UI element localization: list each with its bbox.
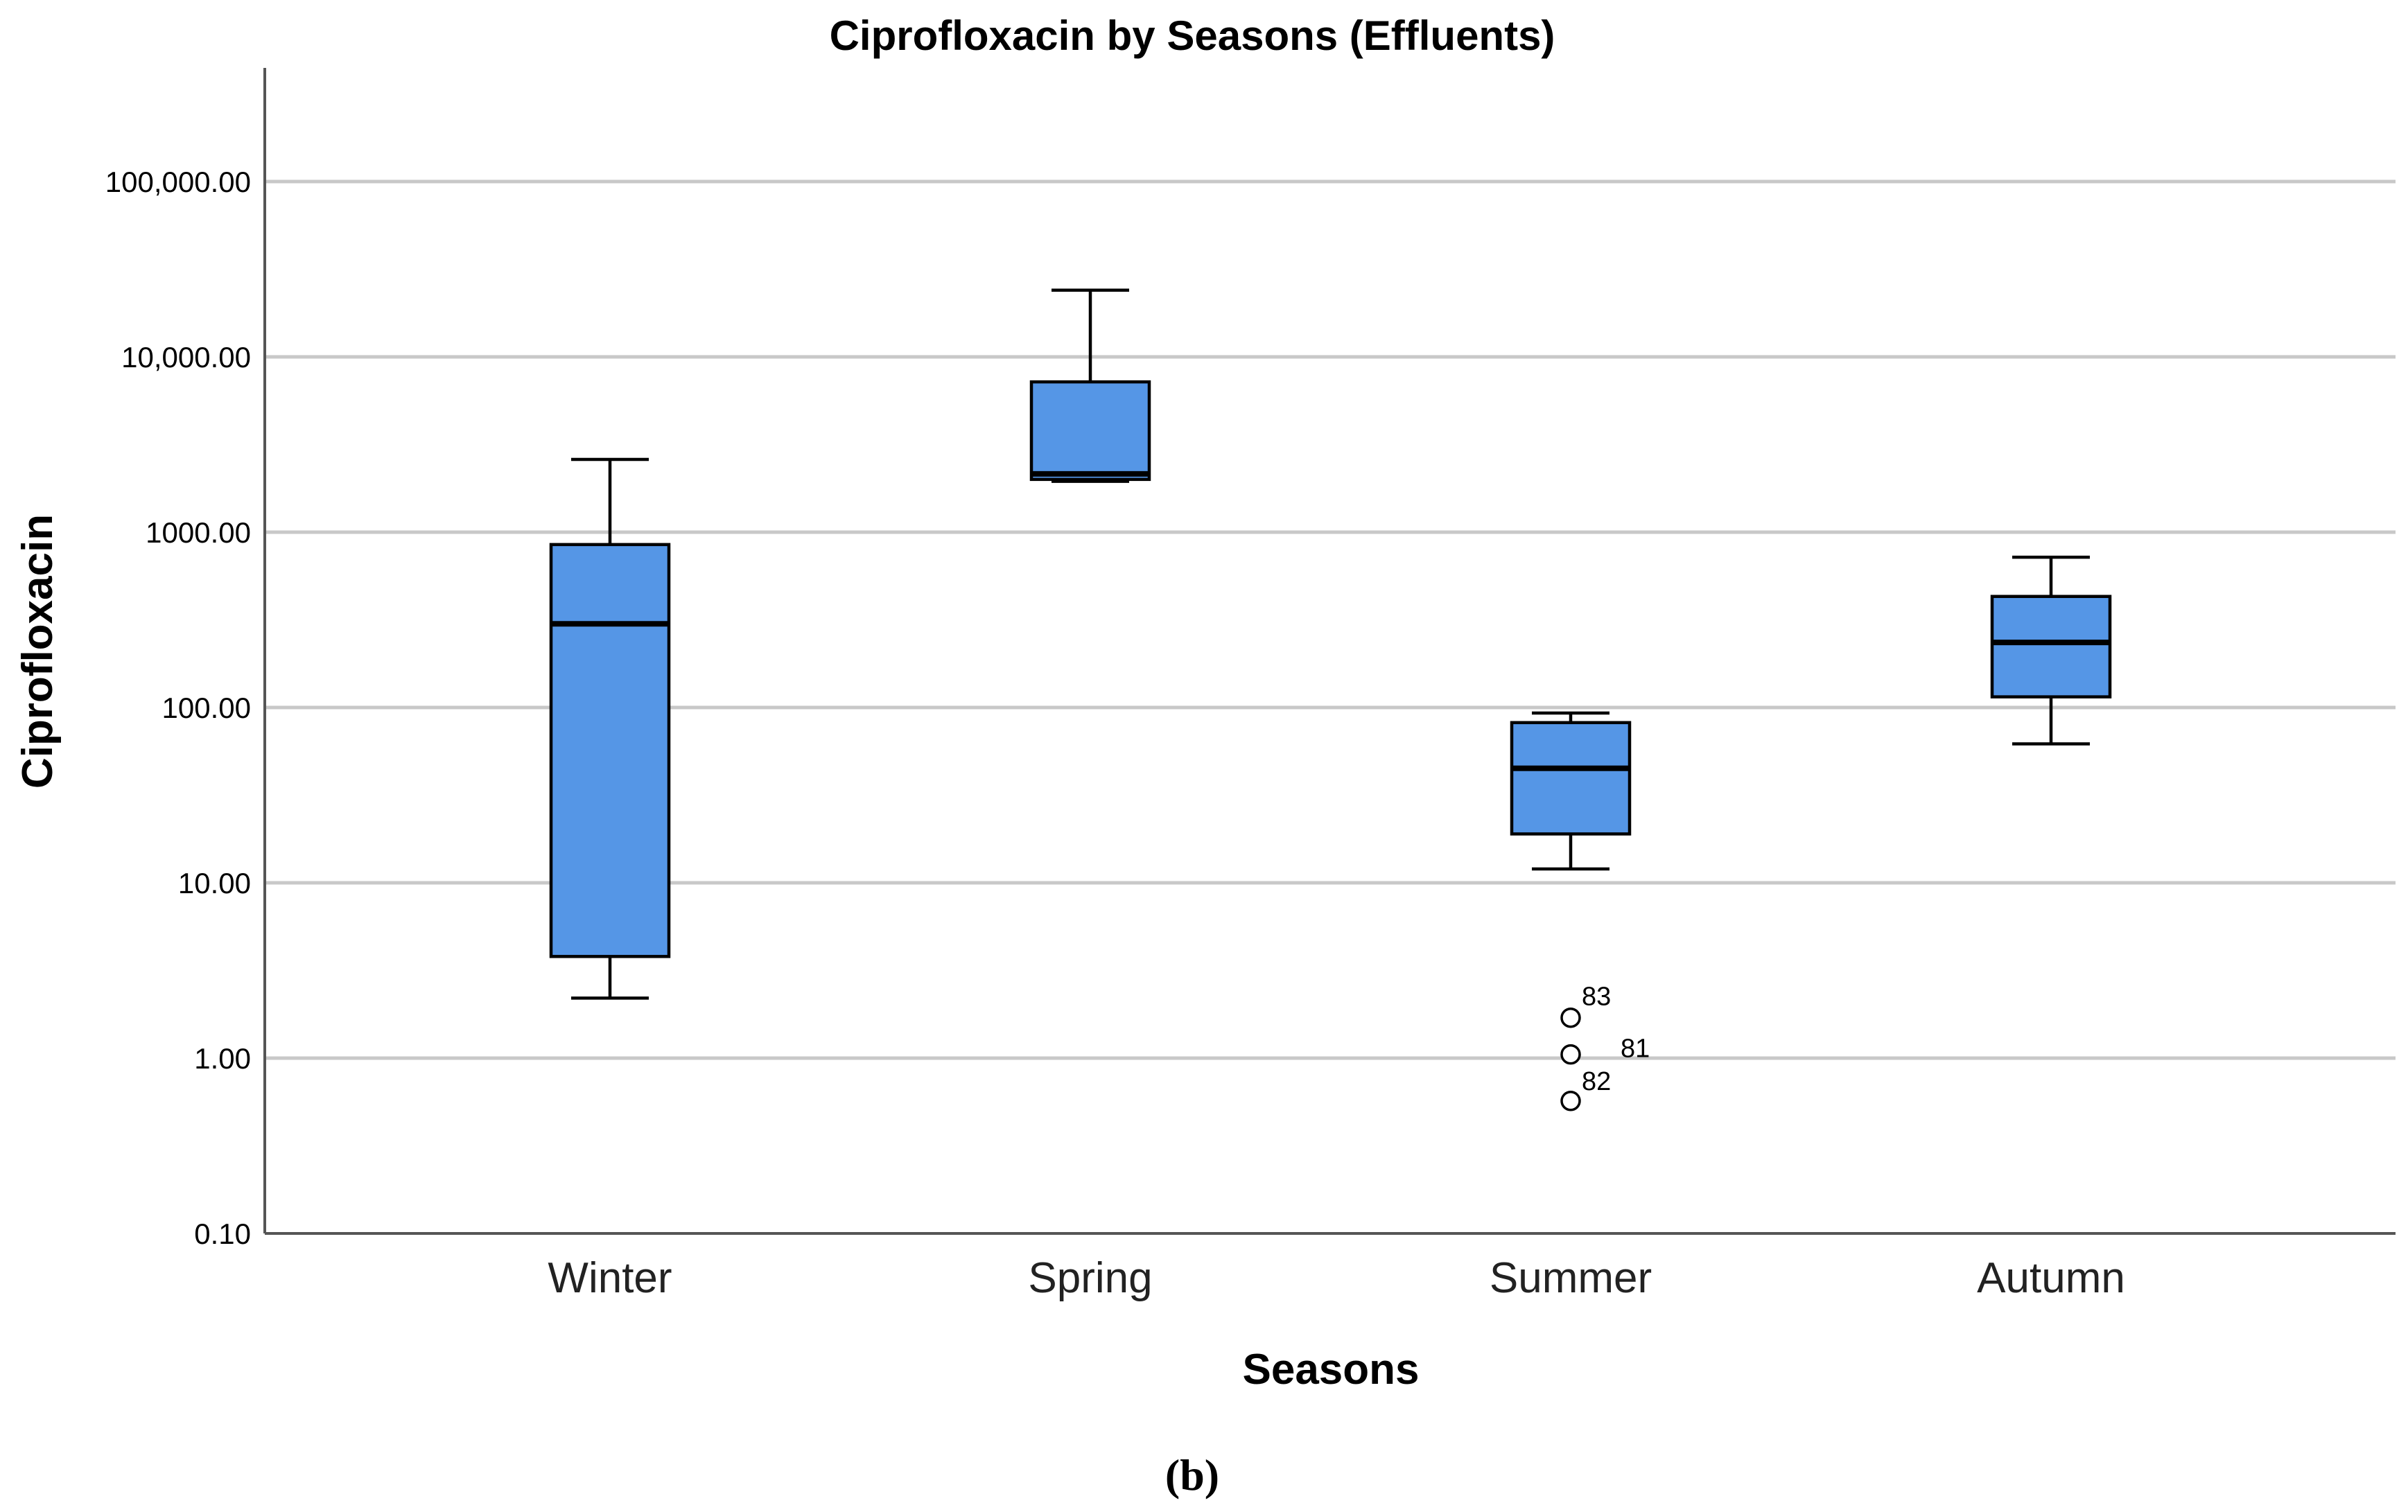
y-tick-label: 100.00 — [162, 692, 251, 724]
outlier-point — [1560, 1044, 1581, 1065]
x-tick-label: Winter — [548, 1254, 672, 1302]
panel-label: (b) — [1165, 1450, 1219, 1500]
box-summer: 83 81 82 — [1510, 711, 1650, 1111]
box-winter — [549, 457, 671, 1000]
outlier-label: 82 — [1582, 1067, 1611, 1096]
outlier-point — [1560, 1007, 1581, 1028]
y-tick-label: 0.10 — [194, 1217, 251, 1250]
y-tick-label: 100,000.00 — [105, 166, 251, 198]
x-tick-label: Autumn — [1977, 1254, 2125, 1302]
axes — [263, 68, 2396, 1235]
x-tick-labels: Winter Spring Summer Autumn — [548, 1254, 2125, 1302]
outlier-label: 83 — [1582, 983, 1611, 1012]
boxes: 83 81 82 — [549, 288, 2112, 1111]
y-tick-label: 1.00 — [194, 1042, 251, 1075]
x-tick-label: Summer — [1490, 1254, 1652, 1302]
box-autumn — [1990, 555, 2112, 746]
y-tick-labels: 0.10 1.00 10.00 100.00 1000.00 10,000.00 100,0… — [105, 166, 251, 1250]
y-axis-title: Ciprofloxacin — [14, 514, 62, 789]
chart-title: Ciprofloxacin by Seasons (Effluents) — [830, 12, 1555, 59]
box-spring — [1029, 288, 1151, 483]
iqr-box — [549, 543, 671, 958]
outlier-point — [1560, 1091, 1581, 1111]
y-tick-label: 10,000.00 — [121, 341, 251, 373]
outlier-label: 81 — [1621, 1035, 1650, 1064]
x-tick-label: Spring — [1028, 1254, 1152, 1302]
iqr-box — [1990, 595, 2112, 698]
iqr-box — [1510, 721, 1632, 836]
x-axis-title: Seasons — [1242, 1346, 1419, 1394]
y-tick-label: 10.00 — [178, 867, 251, 899]
iqr-box — [1029, 380, 1151, 482]
y-tick-label: 1000.00 — [146, 516, 251, 549]
